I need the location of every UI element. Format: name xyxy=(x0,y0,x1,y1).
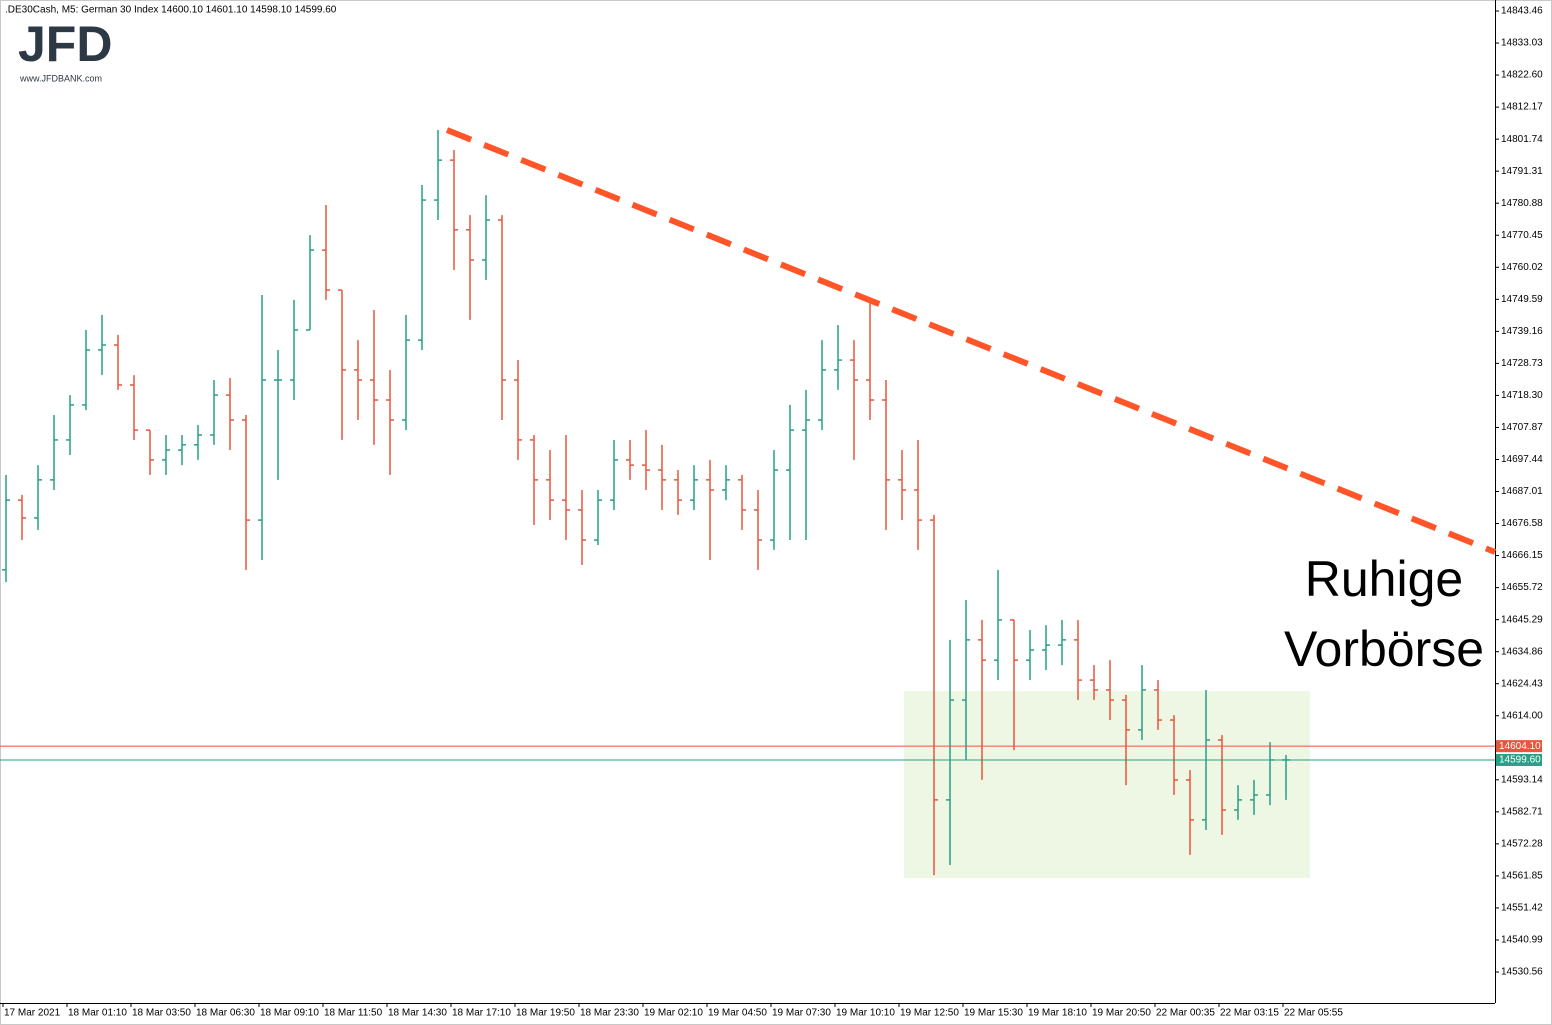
y-tick-label: 14718.30 xyxy=(1501,390,1543,401)
x-tick-label: 19 Mar 15:30 xyxy=(964,1008,1023,1019)
y-tick-label: 14822.60 xyxy=(1501,70,1543,81)
x-tick-label: 19 Mar 18:10 xyxy=(1028,1008,1087,1019)
x-tick-label: 18 Mar 01:10 xyxy=(68,1008,127,1019)
y-tick-label: 14770.45 xyxy=(1501,230,1543,241)
y-tick-label: 14676.58 xyxy=(1501,518,1543,529)
y-tick-label: 14843.46 xyxy=(1501,6,1543,17)
trend-line xyxy=(445,127,1497,555)
y-tick-label: 14551.42 xyxy=(1501,903,1543,914)
x-tick-label: 22 Mar 05:55 xyxy=(1284,1008,1343,1019)
x-tick-label: 19 Mar 12:50 xyxy=(900,1008,959,1019)
y-tick-label: 14666.15 xyxy=(1501,550,1543,561)
bid-tag xyxy=(1496,753,1542,766)
x-tick-label: 18 Mar 03:50 xyxy=(132,1008,191,1019)
y-tick-label: 14582.71 xyxy=(1501,806,1543,817)
y-tick-label: 14780.88 xyxy=(1501,198,1543,209)
x-tick-label: 19 Mar 20:50 xyxy=(1092,1008,1151,1019)
annotation: Vorbörse xyxy=(1284,621,1484,677)
y-tick-label: 14572.28 xyxy=(1501,839,1543,850)
y-tick-label: 14634.86 xyxy=(1501,646,1543,657)
logo: JFD xyxy=(18,16,112,72)
y-tick-label: 14614.00 xyxy=(1501,710,1543,721)
ask-tag-label: 14604.10 xyxy=(1499,741,1541,752)
y-tick-label: 14687.01 xyxy=(1501,486,1543,497)
x-tick-label: 18 Mar 11:50 xyxy=(324,1008,383,1019)
chart-title: .DE30Cash, M5: German 30 Index 14600.10 … xyxy=(5,5,337,16)
annotation: Ruhige xyxy=(1305,551,1463,607)
x-tick-label: 17 Mar 2021 xyxy=(4,1008,61,1019)
x-tick-label: 18 Mar 14:30 xyxy=(388,1008,447,1019)
y-tick-label: 14801.74 xyxy=(1501,134,1543,145)
y-tick-label: 14530.56 xyxy=(1501,967,1543,978)
bid-tag-label: 14599.60 xyxy=(1499,755,1541,766)
y-tick-label: 14697.44 xyxy=(1501,454,1543,465)
range-box xyxy=(904,691,1310,878)
y-tick-label: 14624.43 xyxy=(1501,678,1543,689)
x-tick-label: 22 Mar 03:15 xyxy=(1220,1008,1279,1019)
y-tick-label: 14749.59 xyxy=(1501,294,1543,305)
y-tick-label: 14833.03 xyxy=(1501,38,1543,49)
x-tick-label: 19 Mar 10:10 xyxy=(836,1008,895,1019)
y-tick-label: 14728.73 xyxy=(1501,358,1543,369)
y-tick-label: 14739.16 xyxy=(1501,326,1543,337)
y-tick-label: 14540.99 xyxy=(1501,935,1543,946)
y-tick-label: 14561.85 xyxy=(1501,871,1543,882)
y-tick-label: 14707.87 xyxy=(1501,422,1543,433)
y-tick-label: 14645.29 xyxy=(1501,614,1543,625)
y-tick-label: 14812.17 xyxy=(1501,102,1543,113)
x-tick-label: 19 Mar 07:30 xyxy=(772,1008,831,1019)
y-tick-label: 14760.02 xyxy=(1501,262,1543,273)
ask-tag xyxy=(1496,740,1542,753)
x-tick-label: 18 Mar 17:10 xyxy=(452,1008,511,1019)
x-tick-label: 18 Mar 19:50 xyxy=(516,1008,575,1019)
x-tick-label: 19 Mar 02:10 xyxy=(644,1008,703,1019)
y-tick-label: 14791.31 xyxy=(1501,166,1543,177)
x-tick-label: 18 Mar 23:30 xyxy=(580,1008,639,1019)
logo-url: www.JFDBANK.com xyxy=(19,73,102,83)
y-tick-label: 14655.72 xyxy=(1501,582,1543,593)
x-tick-label: 19 Mar 04:50 xyxy=(708,1008,767,1019)
x-tick-label: 18 Mar 09:10 xyxy=(260,1008,319,1019)
x-tick-label: 18 Mar 06:30 xyxy=(196,1008,255,1019)
x-tick-label: 22 Mar 00:35 xyxy=(1156,1008,1215,1019)
bars xyxy=(2,130,1290,876)
y-tick-label: 14593.14 xyxy=(1501,774,1543,785)
